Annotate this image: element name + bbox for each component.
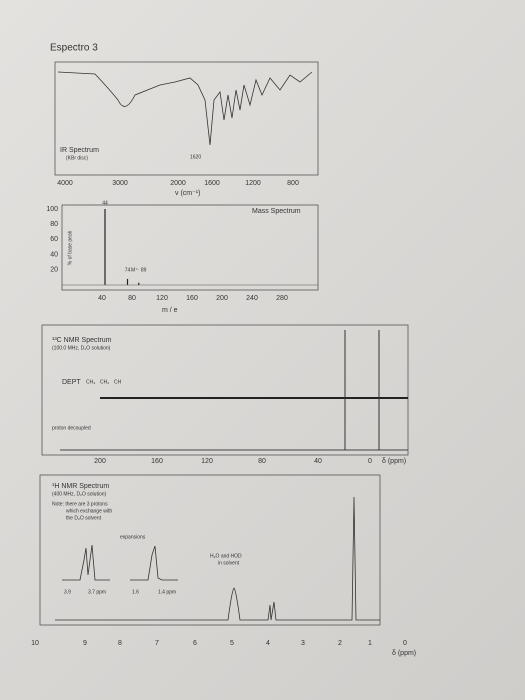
x-tick-label: 0 xyxy=(403,640,407,647)
x-tick-label: 2000 xyxy=(170,180,186,187)
x-tick-label: 0 xyxy=(368,458,372,465)
h1-note: Note: there are 3 protons xyxy=(52,501,108,507)
x-tick-label: 4 xyxy=(266,640,270,647)
h1-note: which exchange with xyxy=(66,508,112,514)
y-tick-label: 40 xyxy=(50,251,58,258)
dept: DEPT xyxy=(62,379,81,386)
ir-frame xyxy=(54,61,319,176)
ms-xlabel: m / e xyxy=(162,307,178,314)
peak-label: 74 xyxy=(125,267,131,273)
x-tick-label: 4000 xyxy=(57,180,73,187)
exp-tick: 1.4 ppm xyxy=(158,589,176,595)
x-tick-label: 160 xyxy=(186,295,198,302)
x-tick-label: 8 xyxy=(118,640,122,647)
ir-label: IR Spectrum xyxy=(60,147,99,154)
x-tick-label: 1 xyxy=(368,640,372,647)
x-tick-label: 200 xyxy=(216,295,228,302)
y-tick-label: 80 xyxy=(50,221,58,228)
ir-x-ticks: 4000 3000 2000 1600 1200 800 xyxy=(57,180,299,187)
x-tick-label: 120 xyxy=(201,458,213,465)
y-tick-label: 60 xyxy=(50,236,58,243)
ms-label: Mass Spectrum xyxy=(252,208,301,215)
x-tick-label: 80 xyxy=(258,458,266,465)
h1-trace xyxy=(55,496,380,621)
h1-sub: (400 MHz, D₂O solution) xyxy=(52,491,107,497)
exp-tick: 1.6 xyxy=(132,589,139,595)
c13-sub: (100.0 MHz, D₂O solution) xyxy=(52,345,111,351)
ir-trace xyxy=(57,71,313,146)
c13-xlabel: δ (ppm) xyxy=(382,458,406,465)
solvent: in solvent xyxy=(218,560,240,566)
solvent: H₂O and HOD xyxy=(210,553,242,559)
c13-x-ticks: 200 160 120 80 40 0 xyxy=(94,458,372,465)
h1-note: the D₂O solvent xyxy=(66,515,102,521)
x-tick-label: 800 xyxy=(287,180,299,187)
x-tick-label: 80 xyxy=(128,295,136,302)
x-tick-label: 9 xyxy=(83,640,87,647)
peak-label: 44 xyxy=(102,200,108,206)
x-tick-label: 1200 xyxy=(245,180,261,187)
h1-xlabel: δ (ppm) xyxy=(392,650,416,657)
title: Espectro 3 xyxy=(50,43,98,54)
dept-type: CH₃ xyxy=(86,379,95,385)
x-tick-label: 3 xyxy=(301,640,305,647)
ir-sub: (KBr disc) xyxy=(66,155,88,161)
x-tick-label: 240 xyxy=(246,295,258,302)
x-tick-label: 40 xyxy=(98,295,106,302)
x-tick-label: 5 xyxy=(230,640,234,647)
expansions: expansions xyxy=(120,534,146,540)
x-tick-label: 160 xyxy=(151,458,163,465)
x-tick-label: 200 xyxy=(94,458,106,465)
ms-ylabel: % of base peak xyxy=(67,230,73,265)
ms-plot: 100 80 60 40 20 40 80 120 160 200 240 280 44 74 M⁺· 89 xyxy=(46,200,318,302)
ir-peak: 1620 xyxy=(190,154,201,160)
ir-xlabel: ν (cm⁻¹) xyxy=(175,190,200,197)
x-tick-label: 2 xyxy=(338,640,342,647)
dept-type: CH xyxy=(114,379,122,385)
ms-frame xyxy=(61,204,319,291)
dept-type: CH₂ xyxy=(100,379,109,385)
x-tick-label: 10 xyxy=(31,640,39,647)
x-tick-label: 40 xyxy=(314,458,322,465)
x-tick-label: 6 xyxy=(193,640,197,647)
h1-x-ticks: 10 9 8 7 6 5 4 3 2 1 0 xyxy=(31,640,407,647)
peak-label: M⁺· 89 xyxy=(131,267,147,273)
h1-frame xyxy=(39,474,381,626)
c13-frame xyxy=(41,324,409,456)
exp-2 xyxy=(130,545,178,581)
y-tick-label: 20 xyxy=(50,267,58,274)
exp-tick: 3.9 xyxy=(64,589,71,595)
exp-1 xyxy=(62,544,110,581)
h1-label: ¹H NMR Spectrum xyxy=(52,483,109,490)
y-tick-label: 100 xyxy=(46,206,58,213)
x-tick-label: 120 xyxy=(156,295,168,302)
x-tick-label: 1600 xyxy=(204,180,220,187)
c13-label: ¹³C NMR Spectrum xyxy=(52,337,112,344)
exp-tick: 3.7 ppm xyxy=(88,589,106,595)
x-tick-label: 3000 xyxy=(112,180,128,187)
x-tick-label: 7 xyxy=(155,640,159,647)
decoupled: proton decoupled xyxy=(52,425,91,431)
x-tick-label: 280 xyxy=(276,295,288,302)
